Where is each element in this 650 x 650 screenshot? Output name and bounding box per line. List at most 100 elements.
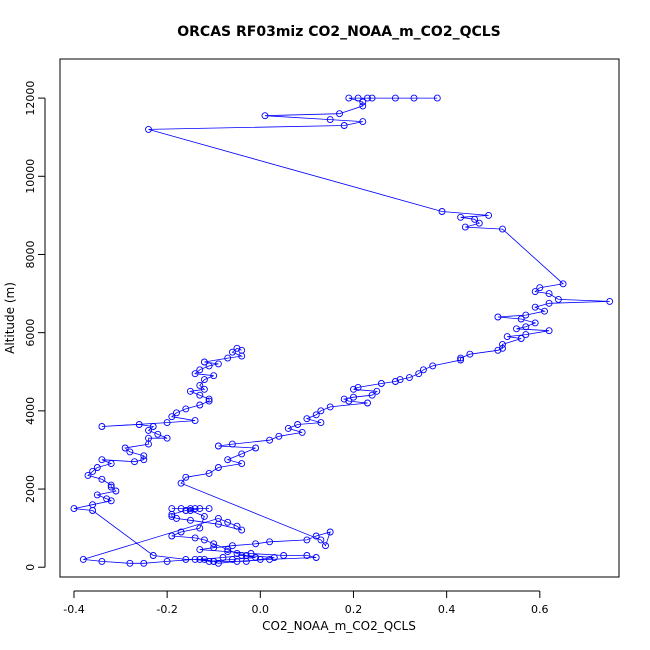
- data-point: [531, 319, 539, 327]
- data-point: [266, 436, 274, 444]
- data-point: [266, 538, 274, 546]
- y-tick-label: 10000: [24, 159, 37, 194]
- data-point: [368, 391, 376, 399]
- y-tick-label: 12000: [24, 81, 37, 116]
- data-point: [196, 391, 204, 399]
- data-point: [280, 552, 288, 559]
- data-point: [461, 223, 469, 231]
- data-point: [93, 464, 101, 471]
- data-point: [494, 313, 502, 321]
- data-point: [145, 434, 152, 442]
- data-point: [438, 208, 446, 215]
- data-point: [368, 94, 376, 102]
- data-point: [214, 559, 222, 567]
- data-point: [163, 557, 171, 565]
- x-tick-label: 0.4: [438, 603, 456, 616]
- data-point: [149, 423, 157, 430]
- data-point: [210, 544, 218, 552]
- data-point: [312, 532, 320, 540]
- data-point: [317, 536, 325, 544]
- data-point: [79, 555, 87, 563]
- data-point: [89, 467, 97, 475]
- data-point: [419, 366, 427, 374]
- data-point: [224, 518, 232, 526]
- data-point: [107, 460, 115, 468]
- data-point: [140, 452, 148, 460]
- data-point: [196, 366, 204, 374]
- data-point: [531, 303, 539, 311]
- x-tick-label: 0.2: [345, 603, 363, 616]
- plot-frame: [59, 58, 620, 578]
- data-point: [233, 550, 241, 557]
- data-point: [541, 307, 548, 315]
- data-point: [191, 370, 199, 378]
- data-point: [196, 524, 204, 532]
- x-tick-label: -0.2: [156, 603, 177, 616]
- data-point: [214, 360, 222, 368]
- data-point: [303, 552, 311, 559]
- data-point: [391, 94, 399, 102]
- data-point: [457, 213, 465, 221]
- y-tick-label: 0: [24, 564, 37, 571]
- data-point: [186, 507, 194, 514]
- data-point: [154, 430, 162, 438]
- data-point: [457, 356, 465, 364]
- data-point: [205, 505, 213, 513]
- data-point: [168, 413, 176, 421]
- data-point: [350, 393, 357, 401]
- data-point: [345, 94, 353, 102]
- data-point: [499, 340, 506, 348]
- data-point: [429, 362, 437, 370]
- data-point: [140, 456, 148, 464]
- data-point: [377, 380, 385, 387]
- data-point: [284, 424, 292, 432]
- data-point: [168, 532, 176, 540]
- data-point: [145, 125, 152, 133]
- y-tick-label: 4000: [24, 397, 37, 425]
- data-point: [228, 542, 236, 550]
- data-point: [214, 520, 222, 528]
- data-point: [98, 557, 106, 565]
- data-point: [191, 505, 199, 513]
- data-point: [228, 440, 236, 448]
- data-point: [210, 557, 218, 565]
- data-point: [233, 557, 241, 565]
- data-point: [214, 442, 222, 450]
- data-point: [238, 552, 246, 559]
- y-tick-label: 2000: [24, 475, 37, 503]
- chart-title: ORCAS RF03miz CO2_NOAA_m_CO2_QCLS: [177, 24, 501, 40]
- data-point: [163, 419, 171, 427]
- data-point: [345, 397, 353, 405]
- data-point: [238, 526, 246, 534]
- data-point: [70, 505, 78, 513]
- data-point: [182, 405, 190, 413]
- y-axis: 0 2000 4000 6000 8000 10000 12000: [24, 81, 46, 571]
- data-point: [98, 475, 106, 483]
- data-point: [112, 487, 120, 495]
- data-point: [322, 542, 329, 550]
- data-point: [317, 407, 325, 415]
- y-tick-label: 8000: [24, 240, 37, 268]
- data-point: [494, 346, 502, 354]
- x-tick-label: 0.0: [252, 603, 270, 616]
- data-point: [145, 426, 152, 434]
- data-point: [200, 376, 208, 384]
- data-point: [522, 323, 530, 331]
- data-point: [186, 387, 194, 395]
- data-point: [228, 348, 236, 356]
- data-point: [200, 555, 208, 563]
- data-point: [336, 110, 343, 118]
- data-point: [93, 491, 101, 499]
- data-point: [410, 94, 418, 102]
- data-point: [340, 122, 348, 129]
- data-point: [275, 432, 283, 440]
- data-point: [191, 417, 199, 425]
- data-point: [205, 362, 213, 370]
- data-point: [536, 284, 544, 292]
- data-point: [140, 559, 148, 567]
- data-point: [247, 550, 255, 557]
- data-point: [503, 333, 511, 341]
- data-point: [103, 495, 111, 503]
- data-point: [485, 211, 493, 219]
